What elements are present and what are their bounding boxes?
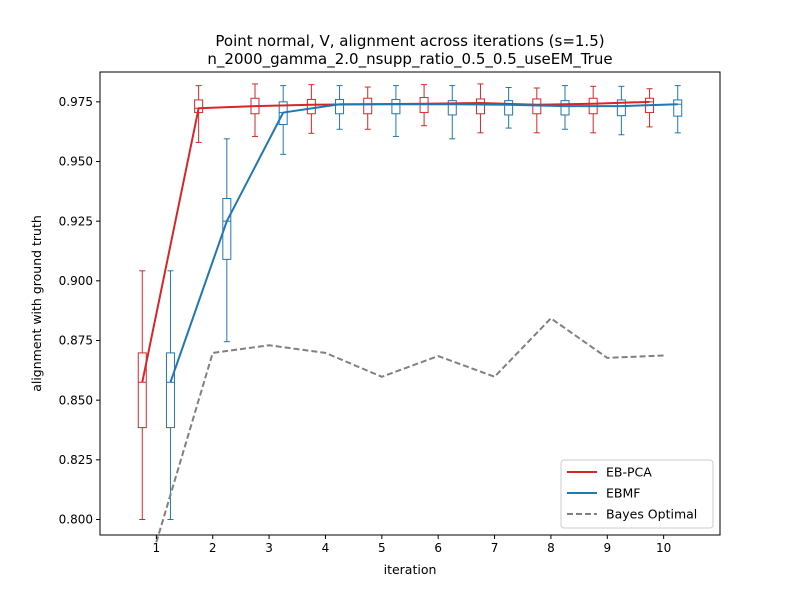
series-line-eb-pca: [141, 100, 650, 383]
box-body: [560, 100, 570, 116]
y-tick-label: 0.825: [59, 453, 93, 467]
box-ebmf: [447, 85, 457, 140]
legend-label-bayes-optimal: Bayes Optimal: [606, 507, 697, 522]
x-axis-label: iteration: [384, 562, 437, 577]
y-tick-label: 0.875: [59, 334, 93, 348]
legend: EB-PCA EBMF Bayes Optimal: [560, 459, 714, 529]
box-body: [391, 98, 401, 115]
series-line-ebmf: [169, 103, 678, 383]
y-tick-label: 0.800: [59, 513, 93, 527]
x-tick-label: 4: [322, 541, 330, 555]
x-tick-label: 9: [603, 541, 611, 555]
x-tick-label: 2: [209, 541, 217, 555]
legend-label-ebmf: EBMF: [606, 486, 640, 501]
x-tick-label: 5: [378, 541, 386, 555]
x-tick-label: 3: [265, 541, 273, 555]
box-eb-pca: [475, 83, 485, 134]
boxplots-ebmf: [165, 85, 683, 520]
box-ebmf: [391, 85, 401, 137]
x-tick-label: 8: [547, 541, 555, 555]
box-body: [363, 97, 373, 115]
x-tick-label: 1: [153, 541, 161, 555]
box-eb-pca: [588, 85, 598, 134]
box-ebmf: [222, 138, 232, 343]
box-body: [335, 98, 345, 115]
box-ebmf: [504, 87, 514, 129]
x-tick-label: 10: [656, 541, 671, 555]
box-eb-pca: [194, 85, 204, 143]
y-axis-label: alignment with ground truth: [29, 215, 44, 392]
plot-area: [137, 83, 683, 543]
box-body: [447, 100, 457, 116]
box-body: [475, 98, 485, 115]
box-body: [165, 352, 175, 429]
box-ebmf: [165, 270, 175, 520]
chart-title-line2: n_2000_gamma_2.0_nsupp_ratio_0.5_0.5_use…: [207, 50, 612, 69]
box-eb-pca: [250, 83, 260, 137]
box-eb-pca: [137, 270, 147, 520]
box-ebmf: [673, 85, 683, 134]
x-tick-label: 6: [434, 541, 442, 555]
y-tick-label: 0.975: [59, 95, 93, 109]
series-line-bayes-optimal: [155, 317, 664, 543]
box-body: [673, 99, 683, 117]
box-body: [306, 98, 316, 115]
box-body: [504, 100, 514, 116]
boxplots-eb-pca: [137, 83, 655, 520]
plot-frame: [99, 71, 721, 536]
box-body: [616, 99, 626, 117]
box-eb-pca: [645, 88, 655, 128]
box-eb-pca: [363, 86, 373, 130]
y-tick-label: 0.925: [59, 214, 93, 228]
chart-title-line1: Point normal, V, alignment across iterat…: [215, 32, 604, 50]
y-tick-label: 0.900: [59, 274, 93, 288]
x-tick-label: 7: [491, 541, 499, 555]
legend-label-eb-pca: EB-PCA: [606, 465, 652, 480]
box-body: [137, 352, 147, 429]
axes: 1 2 3 4 5 6 7 8 9 10 0.800 0.825 0.850 0.875 0.900 0.92…: [59, 95, 672, 555]
y-tick-label: 0.950: [59, 155, 93, 169]
box-ebmf: [335, 85, 345, 130]
legend-frame: [560, 459, 714, 529]
box-eb-pca: [532, 87, 542, 134]
box-ebmf: [616, 85, 626, 136]
y-tick-label: 0.850: [59, 393, 93, 407]
box-body: [222, 197, 232, 260]
box-ebmf: [560, 85, 570, 130]
